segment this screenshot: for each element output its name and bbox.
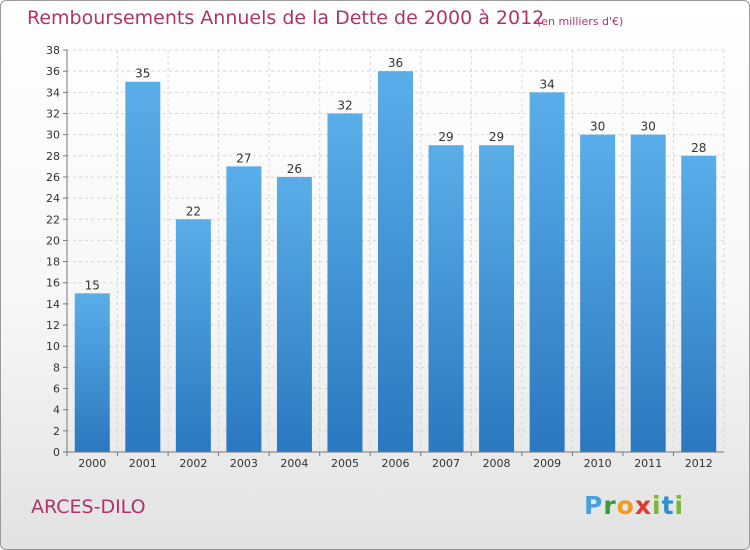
logo-letter: i xyxy=(652,491,662,520)
data-label: 22 xyxy=(186,204,201,218)
bar xyxy=(175,219,211,452)
bar xyxy=(327,113,363,452)
data-label: 30 xyxy=(590,120,605,134)
y-tick-label: 26 xyxy=(46,171,60,184)
y-tick-label: 38 xyxy=(46,44,60,57)
y-tick-label: 2 xyxy=(53,425,60,438)
data-label: 35 xyxy=(135,67,150,81)
y-tick-label: 24 xyxy=(46,192,60,205)
y-tick-label: 20 xyxy=(46,234,60,247)
x-tick-label: 2003 xyxy=(230,457,258,470)
y-tick-label: 30 xyxy=(46,129,60,142)
logo-letter: t xyxy=(661,491,675,520)
logo-letter: r xyxy=(603,491,617,520)
data-label: 29 xyxy=(489,130,504,144)
y-tick-label: 0 xyxy=(53,446,60,459)
x-tick-label: 2008 xyxy=(483,457,511,470)
y-tick-label: 14 xyxy=(46,298,60,311)
data-label: 36 xyxy=(388,56,403,70)
bar xyxy=(74,293,110,452)
data-label: 15 xyxy=(85,278,100,292)
y-tick-label: 36 xyxy=(46,65,60,78)
bar xyxy=(226,166,262,453)
y-tick-label: 6 xyxy=(53,383,60,396)
x-tick-label: 2010 xyxy=(584,457,612,470)
bar xyxy=(529,92,565,452)
data-label: 30 xyxy=(641,120,656,134)
x-tick-label: 2009 xyxy=(533,457,561,470)
bar xyxy=(479,145,515,453)
bar xyxy=(681,155,717,452)
y-tick-label: 28 xyxy=(46,150,60,163)
y-tick-label: 10 xyxy=(46,340,60,353)
bar xyxy=(276,176,312,452)
data-label: 26 xyxy=(287,162,302,176)
bars: 15 35 22 27 26 32 36 29 29 34 30 30 28 xyxy=(74,56,717,453)
x-tick-label: 2005 xyxy=(331,457,359,470)
x-tick-label: 2012 xyxy=(685,457,713,470)
y-tick-label: 12 xyxy=(46,319,60,332)
x-tick-label: 2000 xyxy=(78,457,106,470)
y-tick-label: 16 xyxy=(46,277,60,290)
data-label: 28 xyxy=(691,141,706,155)
y-tick-label: 8 xyxy=(53,361,60,374)
logo-letter: i xyxy=(674,491,685,520)
y-tick-label: 4 xyxy=(53,404,60,417)
x-tick-label: 2002 xyxy=(179,457,207,470)
logo-letter: x xyxy=(634,491,652,520)
x-tick-label: 2004 xyxy=(280,457,308,470)
data-label: 29 xyxy=(438,130,453,144)
y-tick-label: 32 xyxy=(46,107,60,120)
x-tick-label: 2011 xyxy=(634,457,662,470)
proxiti-logo[interactable]: Proxiti xyxy=(584,491,684,520)
bar xyxy=(378,71,413,452)
x-tick-label: 2007 xyxy=(432,457,460,470)
chart-subtitle: (en milliers d'€) xyxy=(537,15,624,28)
data-label: 32 xyxy=(337,98,352,112)
x-tick-label: 2001 xyxy=(129,457,157,470)
commune-name: ARCES-DILO xyxy=(31,496,146,518)
data-label: 27 xyxy=(236,151,251,165)
y-tick-label: 18 xyxy=(46,256,60,269)
bar xyxy=(580,134,616,452)
bar xyxy=(428,145,464,453)
data-label: 34 xyxy=(539,77,554,91)
chart-title: Remboursements Annuels de la Dette de 20… xyxy=(27,7,545,29)
x-tick-label: 2006 xyxy=(382,457,410,470)
bar xyxy=(630,134,666,452)
logo-letter: o xyxy=(616,491,635,520)
bar xyxy=(125,81,161,452)
logo-letter: P xyxy=(584,491,604,520)
y-tick-label: 22 xyxy=(46,213,60,226)
y-tick-label: 34 xyxy=(46,86,60,99)
